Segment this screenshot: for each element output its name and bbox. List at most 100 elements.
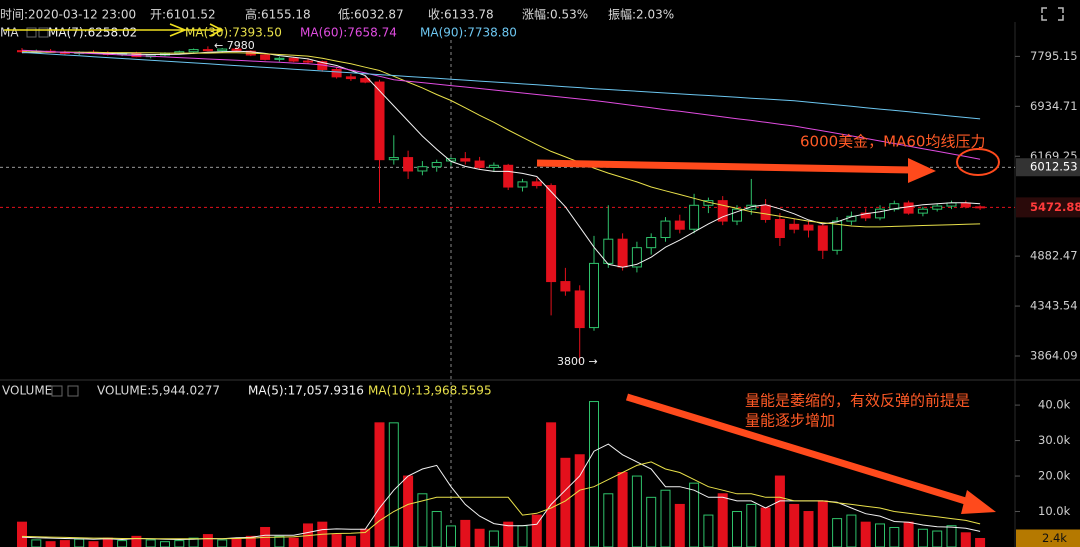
candle-body [202, 49, 213, 52]
arrow [536, 159, 913, 174]
candle-body [774, 218, 785, 239]
icon[interactable] [26, 27, 37, 38]
candle-body [345, 76, 356, 80]
volume-bar [202, 534, 213, 547]
candle-body [760, 204, 771, 220]
header-low: 低:6032.87 [338, 8, 404, 22]
volume-bar [932, 530, 943, 547]
volume-bar [674, 503, 685, 547]
candle-body [860, 212, 871, 219]
volume-bar [960, 532, 971, 547]
candle-body [960, 202, 971, 208]
volume-bar [760, 507, 771, 547]
volume-bar [160, 541, 170, 547]
last-price-label: 5472.88 [1030, 200, 1080, 214]
volume-bar [832, 518, 843, 547]
candle-body [917, 208, 928, 214]
volume-bar [88, 541, 99, 547]
legend-item: MA(60):7658.74 [300, 26, 397, 40]
volume-bar [274, 535, 285, 547]
icon[interactable] [38, 27, 49, 38]
volume-bar [288, 537, 299, 547]
header-high: 高:6155.18 [245, 7, 311, 22]
candle-body [617, 238, 628, 268]
volume-bar [660, 489, 671, 547]
note: 量能是萎缩的，有效反弹的前提是 [745, 392, 970, 410]
candle-body [660, 220, 671, 239]
volume-bar [503, 521, 514, 547]
y-tick-label: 10.0k [1038, 504, 1071, 518]
volume-bar [546, 422, 557, 547]
volume-bar [817, 500, 828, 547]
volume-bar [488, 530, 499, 547]
y-tick-label: 40.0k [1038, 398, 1071, 412]
icon[interactable] [67, 385, 79, 397]
volume-bar [860, 521, 871, 547]
volume-bar [131, 535, 142, 547]
candle-body [460, 158, 471, 162]
candle-body [503, 164, 514, 188]
candle-body [875, 208, 885, 219]
candle-body [260, 54, 271, 60]
candle-body [546, 185, 557, 283]
volume-bar [388, 422, 399, 547]
volume-bar [74, 538, 85, 547]
legend-item: MA(5):17,057.9316 [248, 384, 364, 398]
header-change: 涨幅:0.53% [522, 7, 588, 22]
y-tick-label: 4882.47 [1030, 249, 1078, 263]
volume-bar [774, 475, 785, 547]
crosshair-label-bg [1016, 158, 1080, 177]
volume-bar [875, 523, 885, 547]
candle-body [631, 247, 642, 268]
candle-body [217, 48, 228, 52]
volume-bar [188, 537, 199, 547]
ma-line [21, 51, 981, 120]
volume-bar [145, 539, 156, 547]
y-tick-label: 20.0k [1038, 469, 1071, 483]
header-time: 时间:2020-03-12 23:00 [0, 8, 136, 22]
candle-body [732, 208, 742, 222]
volume-bar [474, 528, 485, 547]
candle-body [517, 181, 528, 188]
expand-icon[interactable] [1041, 7, 1064, 21]
high-label: ← 7980 [214, 39, 255, 52]
ma-line [22, 51, 981, 228]
volume-bar [917, 528, 928, 547]
header-amplitude: 振幅:2.03% [608, 7, 674, 22]
candle-body [531, 181, 542, 187]
candle-body [717, 200, 728, 222]
crosshair-label: 6012.53 [1030, 160, 1078, 174]
arrow-head [961, 490, 996, 514]
candle-body [589, 262, 599, 329]
legend-item: MA(10):13,968.5595 [368, 384, 492, 398]
candle-body [903, 202, 914, 214]
ma-line [21, 50, 981, 268]
legend-item: MA(30):7393.50 [185, 26, 282, 40]
candle-body [474, 160, 485, 168]
volume-bar [846, 514, 857, 547]
candle-body [560, 281, 571, 292]
volume-bar [889, 526, 900, 547]
candle-body [331, 68, 342, 78]
volume-bar [789, 503, 800, 547]
candle-body [574, 290, 585, 329]
volume-bar [589, 401, 599, 547]
volume-bar [217, 539, 228, 547]
volume-bar [517, 525, 528, 547]
ma-line [21, 49, 981, 160]
volume-bar [446, 525, 456, 547]
volume-bar [746, 503, 757, 547]
volume-bar [331, 534, 342, 547]
volume-title: VOLUME [2, 384, 52, 398]
candle-body [403, 157, 414, 172]
volume-bar [174, 540, 185, 547]
header-open: 开:6101.52 [150, 8, 216, 22]
icon[interactable] [51, 385, 63, 397]
arrow [625, 393, 974, 507]
volume-legend: VOLUME:5,944.0277 [97, 384, 220, 398]
volume-bar [689, 482, 700, 547]
volume-bar [703, 514, 714, 547]
volume-bar [460, 519, 471, 547]
